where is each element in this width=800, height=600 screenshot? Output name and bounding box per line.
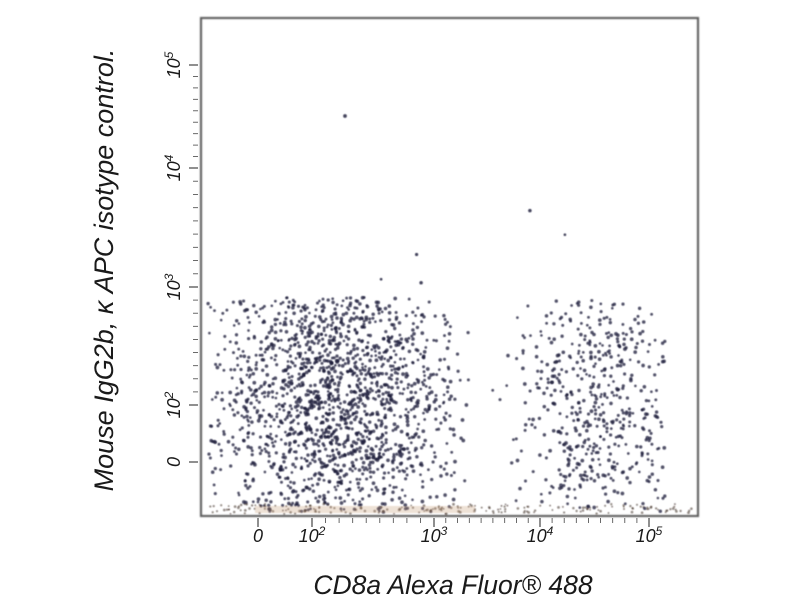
- svg-text:0: 0: [164, 457, 184, 467]
- svg-text:Mouse IgG2b, κ APC isotype con: Mouse IgG2b, κ APC isotype control.: [89, 49, 119, 492]
- svg-text:CD8a Alexa Fluor® 488: CD8a Alexa Fluor® 488: [313, 570, 593, 600]
- svg-text:0: 0: [253, 526, 263, 546]
